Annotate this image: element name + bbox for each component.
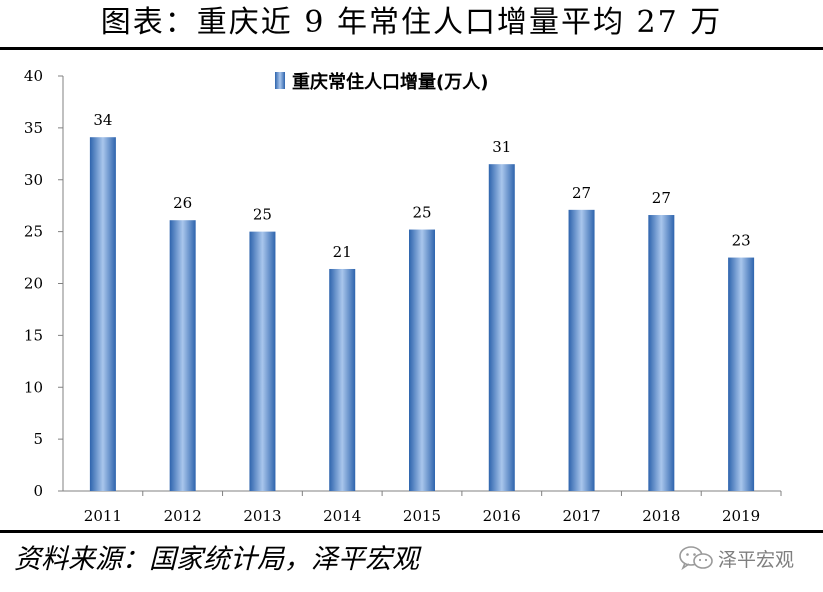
title-divider: [0, 47, 823, 50]
data-label-2015: 25: [412, 204, 431, 222]
data-label-2018: 27: [652, 189, 671, 207]
x-tick-label: 2013: [243, 507, 281, 525]
watermark-text: 泽平宏观: [718, 548, 795, 571]
x-tick-label: 2011: [84, 507, 122, 525]
x-tick-label: 2019: [722, 507, 760, 525]
y-tick-label: 20: [24, 275, 43, 293]
footer-divider: [0, 530, 823, 533]
y-tick-label: 30: [24, 171, 43, 189]
data-label-2017: 27: [572, 184, 591, 202]
page-title: 图表：重庆近 9 年常住人口增量平均 27 万: [100, 5, 723, 40]
data-label-2019: 23: [732, 232, 751, 250]
y-tick-label: 10: [24, 378, 43, 396]
y-tick-label: 5: [33, 430, 43, 448]
data-label-2016: 31: [492, 138, 511, 156]
bar-2018: [648, 215, 675, 491]
chart-legend: 重庆常住人口增量(万人): [275, 71, 488, 93]
bar-2013: [249, 231, 276, 491]
chart-axes: 0 5 10 15 20 25 30 35 40 2011 2012 2013 2014 2015 2016…: [24, 67, 782, 525]
source-note: 资料来源：国家统计局，泽平宏观: [14, 544, 419, 575]
x-tick-label: 2014: [323, 507, 361, 525]
x-tick-label: 2015: [403, 507, 441, 525]
legend-label: 重庆常住人口增量(万人): [292, 71, 488, 93]
data-label-2011: 34: [93, 111, 112, 129]
bar-2011: [89, 137, 116, 491]
bar-chart: 重庆常住人口增量(万人) 0 5 10 15 20 25 30 35 40 2011 2012 201…: [24, 67, 782, 525]
y-tick-label: 40: [24, 67, 43, 85]
bar-2017: [568, 209, 595, 491]
data-label-2012: 26: [173, 194, 192, 212]
x-tick-label: 2012: [164, 507, 202, 525]
bar-2016: [488, 164, 515, 491]
bar-2012: [169, 220, 196, 491]
bar-2015: [409, 229, 435, 492]
data-label-2013: 25: [253, 206, 272, 224]
wechat-watermark: 泽平宏观: [678, 543, 794, 573]
y-tick-label: 15: [24, 326, 43, 344]
x-tick-label: 2018: [642, 507, 680, 525]
legend-swatch: [275, 72, 285, 89]
bar-2019: [728, 257, 755, 491]
y-tick-label: 35: [24, 119, 43, 137]
x-tick-label: 2016: [483, 507, 521, 525]
data-label-2014: 21: [333, 243, 352, 261]
x-tick-label: 2017: [562, 507, 600, 525]
y-tick-label: 0: [33, 482, 43, 500]
y-tick-label: 25: [24, 223, 43, 241]
wechat-icon: [679, 546, 713, 571]
chart-bars: 34 26 25 21 25 31 27 27 23: [89, 111, 755, 492]
bar-2014: [329, 268, 356, 491]
